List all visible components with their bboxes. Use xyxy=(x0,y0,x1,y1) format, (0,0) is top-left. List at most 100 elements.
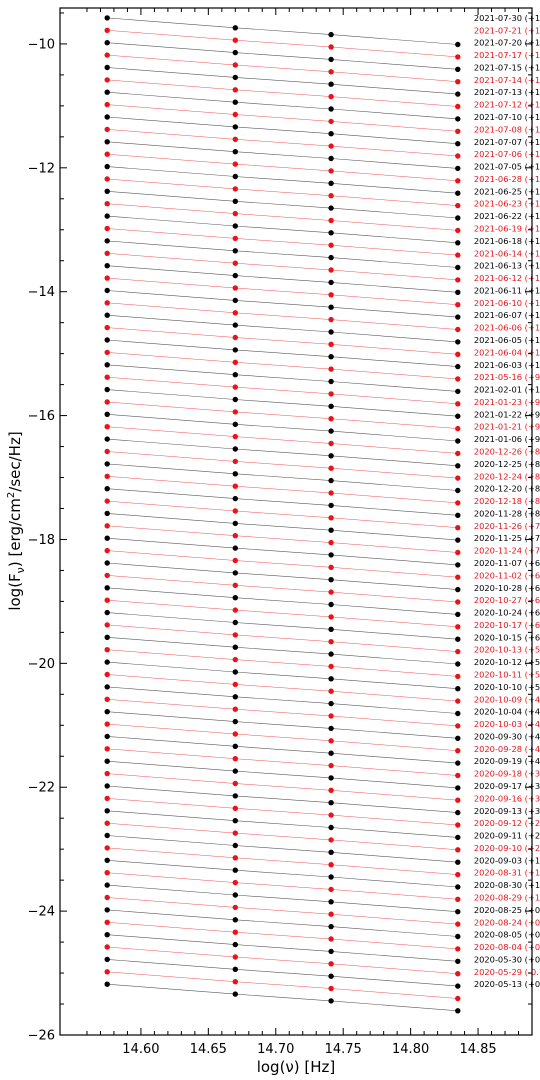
data-point xyxy=(232,941,238,948)
data-point xyxy=(328,292,334,298)
data-point xyxy=(232,62,238,68)
y-tick-label: −20 xyxy=(28,657,55,672)
series-11: 2021-07-06 (+13.6) xyxy=(104,149,540,184)
series-label: 2020-08-05 (+0.8) xyxy=(474,930,540,940)
y-tick-label: −14 xyxy=(28,285,55,300)
series-label: 2021-06-22 (+12.6) xyxy=(474,211,540,221)
series-line xyxy=(107,537,458,566)
series-38: 2020-12-20 (+8.4) xyxy=(104,484,540,518)
series-label: 2020-05-29 (-0.1) xyxy=(474,967,540,977)
data-point xyxy=(104,795,110,802)
data-point xyxy=(232,520,238,527)
series-label: 2021-07-06 (+13.6) xyxy=(474,149,540,159)
data-point xyxy=(232,533,238,539)
data-point xyxy=(455,549,461,556)
data-point xyxy=(455,240,461,246)
series-21: 2021-06-12 (+11.6) xyxy=(104,273,540,308)
series-label: 2020-09-03 (+1.9) xyxy=(474,855,540,865)
y-axis-title-part: log(F xyxy=(6,573,24,610)
data-point xyxy=(455,946,461,952)
data-point xyxy=(232,359,238,365)
data-point xyxy=(455,859,461,865)
series-label: 2020-11-02 (+6.9) xyxy=(474,570,540,580)
data-point xyxy=(232,235,238,242)
series-0: 2021-07-30 (+15.9) xyxy=(104,13,540,48)
series-20: 2021-06-13 (+11.8) xyxy=(104,261,540,295)
series-10: 2021-07-07 (+13.8) xyxy=(104,137,540,172)
data-point xyxy=(104,894,110,901)
data-point xyxy=(455,896,461,902)
data-point xyxy=(232,656,238,663)
data-point xyxy=(328,56,334,63)
data-point xyxy=(328,899,334,905)
series-line xyxy=(107,228,458,256)
data-point xyxy=(104,213,110,219)
data-point xyxy=(104,399,110,405)
series-label: 2020-09-10 (+2.4) xyxy=(474,843,540,853)
data-point xyxy=(455,116,461,122)
series-72: 2020-08-25 (+0.8) xyxy=(104,905,540,940)
series-label: 2021-07-08 (+14.0) xyxy=(474,124,540,134)
series-label: 2020-08-31 (+1.6) xyxy=(474,868,540,878)
data-point xyxy=(232,272,238,279)
series-line xyxy=(107,488,458,516)
data-point xyxy=(455,215,461,221)
data-point xyxy=(455,500,461,506)
data-point xyxy=(104,436,110,442)
series-47: 2020-10-27 (+6.6) xyxy=(104,595,540,630)
data-point xyxy=(232,260,238,266)
series-26: 2021-06-05 (+10.6) xyxy=(104,335,540,370)
data-point xyxy=(455,611,461,618)
series-33: 2021-01-21 (+9.2) xyxy=(104,422,540,457)
data-point xyxy=(104,89,110,95)
series-label: 2020-11-26 (+7.7) xyxy=(474,521,540,531)
data-point xyxy=(328,787,334,793)
data-point xyxy=(455,562,461,568)
series-line xyxy=(107,612,458,640)
data-point xyxy=(328,998,334,1004)
series-44: 2020-11-07 (+6.8) xyxy=(104,558,540,593)
series-label: 2021-05-16 (+9.8) xyxy=(474,372,540,382)
data-point xyxy=(455,153,461,159)
series-label: 2020-08-04 (+0.7) xyxy=(474,942,540,952)
series-line xyxy=(107,290,458,318)
y-tick-label: −22 xyxy=(28,781,55,796)
data-point xyxy=(455,512,461,518)
series-line xyxy=(107,79,458,107)
data-point xyxy=(104,969,110,975)
series-69: 2020-08-31 (+1.6) xyxy=(104,868,540,902)
series-label: 2021-06-07 (+11.0) xyxy=(474,310,540,320)
series-line xyxy=(107,748,458,776)
data-point xyxy=(328,837,334,843)
series-label: 2020-09-17 (+3.5) xyxy=(474,781,540,791)
series-line xyxy=(107,661,458,689)
series-43: 2020-11-24 (+7.1) xyxy=(104,546,540,580)
series-line xyxy=(107,959,458,987)
series-label: 2021-06-12 (+11.6) xyxy=(474,273,540,283)
y-tick-label: −18 xyxy=(28,533,55,548)
data-point xyxy=(232,49,238,56)
data-point xyxy=(328,180,334,186)
series-label: 2021-06-06 (+10.8) xyxy=(474,323,540,333)
data-point xyxy=(104,609,110,616)
series-line xyxy=(107,674,458,702)
y-tick-label: −12 xyxy=(28,161,55,176)
data-point xyxy=(455,797,461,803)
data-point xyxy=(104,671,110,678)
data-point xyxy=(104,362,110,368)
series-label: 2020-12-18 (+8.3) xyxy=(474,496,540,506)
data-point xyxy=(232,644,238,650)
data-point xyxy=(455,971,461,977)
series-77: 2020-05-29 (-0.1) xyxy=(104,967,540,1002)
series-42: 2020-11-25 (+7.4) xyxy=(104,533,540,568)
data-point xyxy=(232,495,238,502)
y-tick-label: −10 xyxy=(28,37,55,52)
data-point xyxy=(328,242,334,248)
data-point xyxy=(328,539,334,546)
data-point xyxy=(232,409,238,415)
data-point xyxy=(328,800,334,806)
data-point xyxy=(328,824,334,831)
series-label: 2020-05-13 (+0.0) xyxy=(474,979,540,989)
series-7: 2021-07-12 (+14.3) xyxy=(104,100,540,134)
data-point xyxy=(104,845,110,851)
